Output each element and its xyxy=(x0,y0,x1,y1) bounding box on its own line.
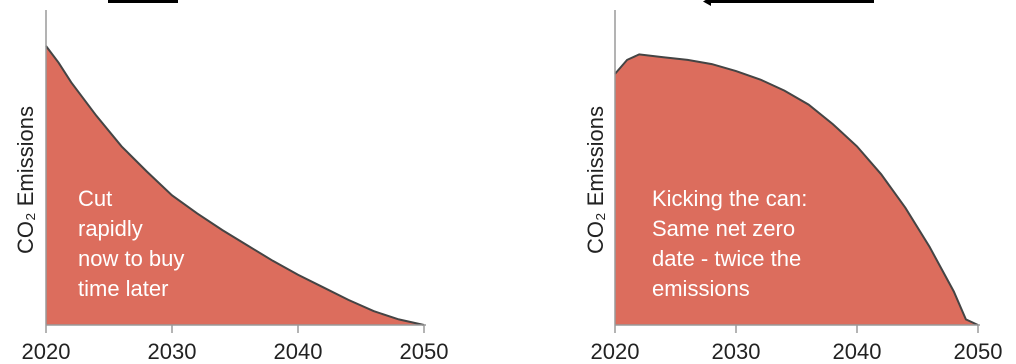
emissions-line xyxy=(45,45,425,326)
emissions-line xyxy=(614,53,979,326)
y-axis-label-right: CO₂ Emissions xyxy=(583,106,608,254)
area-layer-left xyxy=(45,45,425,326)
annotation-line: emissions xyxy=(652,276,750,301)
annotation-line: Same net zero xyxy=(652,216,795,241)
emissions-area xyxy=(46,46,424,325)
annotation-left: Cut rapidly now to buy time later xyxy=(78,186,184,301)
chart-right: CO₂ Emissions 2020 2030 2040 2050 Kicking t… xyxy=(583,0,1002,364)
x-tick-label: 2030 xyxy=(148,339,197,364)
chart-left: CO₂ Emissions 2020 2030 2040 2050 Cut rapidl… xyxy=(13,0,448,364)
y-axis-label-left: CO₂ Emissions xyxy=(13,106,38,254)
x-tick-label: 2050 xyxy=(954,339,1003,364)
annotation-line: Kicking the can: xyxy=(652,186,807,211)
annotation-line: now to buy xyxy=(78,246,184,271)
x-tick-label: 2040 xyxy=(274,339,323,364)
x-tick-label: 2030 xyxy=(712,339,761,364)
area-layer-right xyxy=(614,53,979,326)
x-tick-label: 2020 xyxy=(22,339,71,364)
header-arrow-right xyxy=(703,0,711,6)
annotation-line: time later xyxy=(78,276,168,301)
x-tick-label: 2020 xyxy=(591,339,640,364)
annotation-line: date - twice the xyxy=(652,246,801,271)
x-tick-label: 2050 xyxy=(400,339,449,364)
emissions-area xyxy=(615,54,978,326)
axes-right xyxy=(614,10,980,326)
annotation-line: Cut xyxy=(78,186,112,211)
annotation-line: rapidly xyxy=(78,216,143,241)
header-bar-left xyxy=(108,0,178,3)
axes-left xyxy=(45,10,426,326)
x-ticks-left: 2020 2030 2040 2050 xyxy=(22,325,449,364)
header-bar-right xyxy=(710,0,874,3)
x-tick-label: 2040 xyxy=(833,339,882,364)
x-ticks-right: 2020 2030 2040 2050 xyxy=(591,325,1003,364)
annotation-right: Kicking the can: Same net zero date - twic… xyxy=(652,186,807,301)
